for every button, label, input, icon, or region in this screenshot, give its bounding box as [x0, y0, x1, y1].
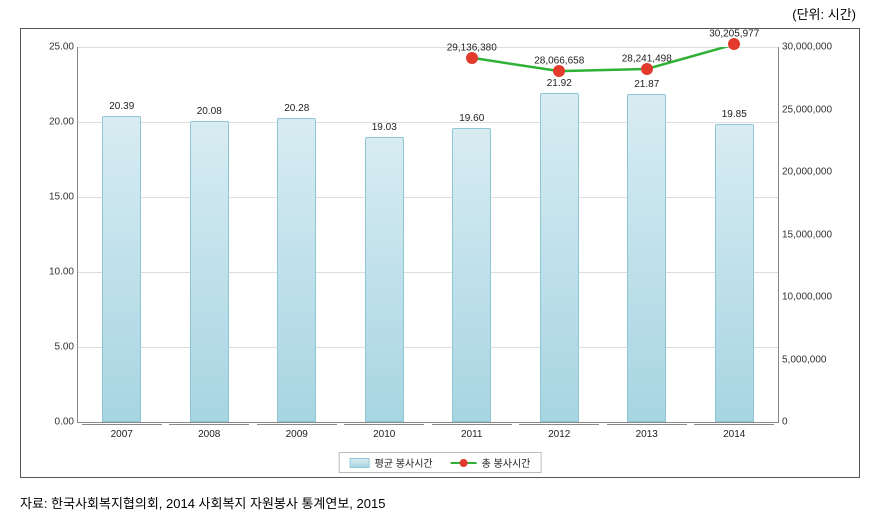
legend-item-line: 총 봉사시간	[451, 455, 531, 470]
y-left-tick: 10.00	[34, 267, 74, 278]
x-tick: 2011	[432, 424, 512, 440]
line-series-path	[78, 47, 778, 422]
bar-value-label: 20.39	[82, 101, 162, 112]
plot-area: 0.005.0010.0015.0020.0025.0005,000,00010…	[77, 47, 779, 423]
bar	[102, 116, 141, 422]
gridline	[78, 197, 778, 198]
source-citation: 자료: 한국사회복지협의회, 2014 사회복지 자원봉사 통계연보, 2015	[20, 493, 385, 512]
legend-bar-label: 평균 봉사시간	[375, 455, 433, 470]
y-right-tick: 5,000,000	[782, 354, 856, 365]
x-tick: 2009	[257, 424, 337, 440]
legend-swatch-bar-icon	[350, 458, 370, 468]
legend-item-bar: 평균 봉사시간	[350, 455, 433, 470]
y-right-tick: 20,000,000	[782, 167, 856, 178]
bar-value-label: 19.60	[432, 113, 512, 124]
y-left-tick: 15.00	[34, 192, 74, 203]
bar-value-label: 21.87	[607, 79, 687, 90]
line-value-label: 30,205,977	[709, 29, 759, 40]
chart-legend: 평균 봉사시간 총 봉사시간	[339, 452, 542, 473]
x-tick: 2012	[519, 424, 599, 440]
y-right-tick: 0	[782, 417, 856, 428]
bar	[627, 94, 666, 422]
unit-label: (단위: 시간)	[792, 4, 856, 23]
y-left-tick: 5.00	[34, 342, 74, 353]
bar	[365, 137, 404, 422]
line-marker	[466, 52, 478, 64]
gridline	[78, 122, 778, 123]
x-tick: 2010	[344, 424, 424, 440]
y-left-tick: 25.00	[34, 42, 74, 53]
bar	[540, 93, 579, 422]
line-value-label: 28,241,498	[622, 54, 672, 65]
bar-value-label: 19.85	[694, 109, 774, 120]
legend-line-label: 총 봉사시간	[482, 455, 531, 470]
line-value-label: 29,136,380	[447, 42, 497, 53]
y-right-tick: 15,000,000	[782, 229, 856, 240]
line-marker	[553, 65, 565, 77]
bar-value-label: 21.92	[519, 78, 599, 89]
y-right-tick: 10,000,000	[782, 292, 856, 303]
legend-swatch-line-icon	[451, 462, 477, 464]
gridline	[78, 272, 778, 273]
y-right-tick: 25,000,000	[782, 104, 856, 115]
bar-value-label: 20.28	[257, 103, 337, 114]
bar	[452, 128, 491, 422]
gridline	[78, 347, 778, 348]
line-marker	[728, 38, 740, 50]
line-value-label: 28,066,658	[534, 56, 584, 67]
line-marker	[641, 63, 653, 75]
bar-value-label: 19.03	[344, 122, 424, 133]
bar	[715, 124, 754, 422]
x-tick: 2014	[694, 424, 774, 440]
y-left-tick: 20.00	[34, 117, 74, 128]
bar	[190, 121, 229, 422]
chart-frame: 0.00 5.00 10.00 15.00 20.00 25.00 0 5,000,000 10…	[20, 28, 860, 478]
gridline	[78, 47, 778, 48]
y-right-tick: 30,000,000	[782, 42, 856, 53]
bar	[277, 118, 316, 422]
y-left-tick: 0.00	[34, 417, 74, 428]
x-tick: 2013	[607, 424, 687, 440]
x-tick: 2008	[169, 424, 249, 440]
x-tick: 2007	[82, 424, 162, 440]
bar-value-label: 20.08	[169, 106, 249, 117]
